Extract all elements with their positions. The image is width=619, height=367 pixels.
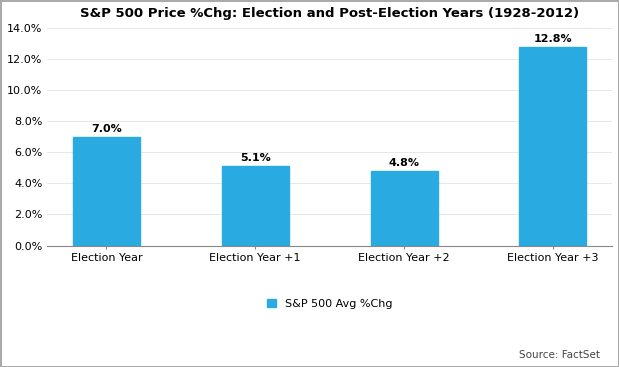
Text: 5.1%: 5.1% <box>240 153 271 163</box>
Text: 7.0%: 7.0% <box>91 124 122 134</box>
Text: 12.8%: 12.8% <box>534 34 572 44</box>
Bar <box>519 47 586 246</box>
Title: S&P 500 Price %Chg: Election and Post-Election Years (1928-2012): S&P 500 Price %Chg: Election and Post-El… <box>80 7 579 20</box>
Bar <box>222 166 288 246</box>
Text: 4.8%: 4.8% <box>389 158 420 168</box>
Text: Source: FactSet: Source: FactSet <box>519 350 600 360</box>
Bar <box>371 171 438 246</box>
Legend: S&P 500 Avg %Chg: S&P 500 Avg %Chg <box>267 299 392 309</box>
Bar <box>73 137 140 246</box>
